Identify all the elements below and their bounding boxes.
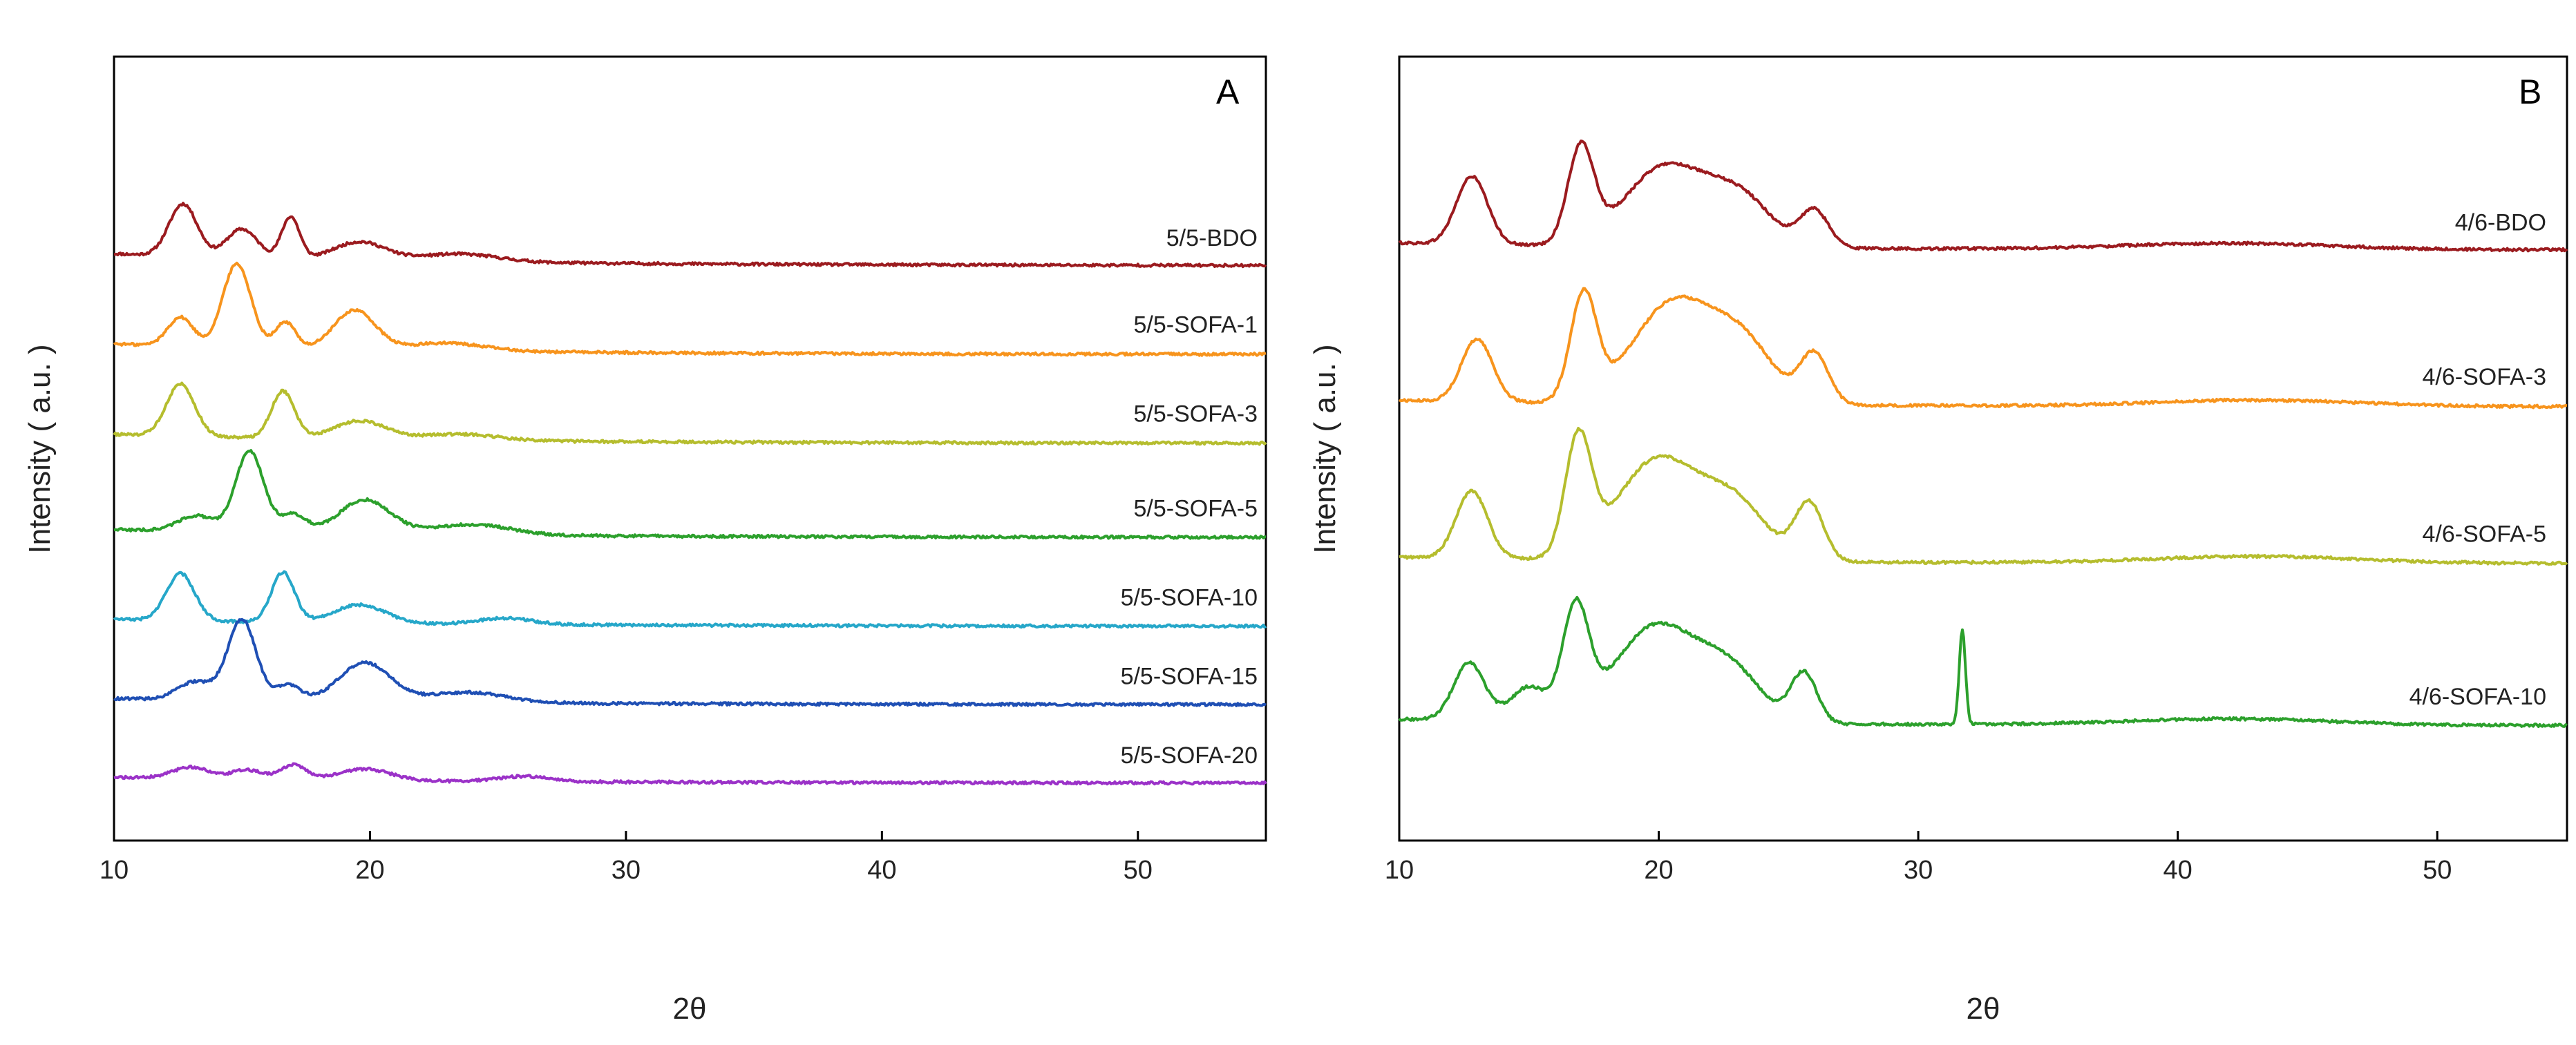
series-label: 5/5-BDO — [1166, 225, 1258, 251]
series-line — [1398, 140, 2568, 253]
panel-b: 4/6-BDO 4/6-SOFA-3 4/6-SOFA-5 4/6-SOFA-10 1… — [1308, 55, 2568, 1026]
x-tick-layer: 10 20 30 40 50 — [1385, 831, 2452, 885]
x-tick-label: 40 — [867, 856, 896, 885]
x-tick-label: 50 — [2423, 856, 2452, 885]
series-line — [113, 762, 1267, 786]
x-axis-label: 2θ — [673, 992, 707, 1026]
series-label: 4/6-BDO — [2455, 209, 2546, 236]
series-label: 4/6-SOFA-10 — [2409, 684, 2546, 710]
series-layer: 4/6-BDO 4/6-SOFA-3 4/6-SOFA-5 4/6-SOFA-10 — [1398, 140, 2568, 728]
panel-label: A — [1216, 73, 1240, 111]
series-label: 4/6-SOFA-5 — [2422, 521, 2546, 548]
series-label: 5/5-SOFA-5 — [1133, 495, 1258, 521]
x-tick-label: 10 — [1385, 856, 1414, 885]
x-tick-label: 30 — [1904, 856, 1933, 885]
series-line — [113, 617, 1267, 707]
series-label: 5/5-SOFA-20 — [1121, 742, 1258, 769]
plot-frame — [113, 55, 1267, 842]
panel-label: B — [2519, 73, 2541, 111]
series-line — [113, 261, 1267, 357]
x-tick-label: 10 — [100, 856, 129, 885]
plot-frame — [1398, 55, 2568, 842]
series-line — [113, 449, 1267, 540]
series-line — [1399, 427, 2568, 566]
series-line — [1398, 595, 2568, 728]
series-label: 5/5-SOFA-3 — [1133, 401, 1258, 428]
y-axis-label: Intensity ( a.u. ) — [23, 344, 57, 553]
panel-a: 5/5-BDO 5/5-SOFA-1 5/5-SOFA-3 5/5-SOFA-5 5/5… — [23, 55, 1267, 1026]
series-line — [113, 202, 1267, 269]
series-label: 5/5-SOFA-1 — [1133, 311, 1258, 338]
y-axis-label: Intensity ( a.u. ) — [1308, 344, 1342, 553]
x-tick-label: 20 — [1644, 856, 1673, 885]
series-layer: 5/5-BDO 5/5-SOFA-1 5/5-SOFA-3 5/5-SOFA-5 5/5… — [113, 202, 1267, 786]
x-tick-label: 40 — [2163, 856, 2193, 885]
x-tick-label: 50 — [1124, 856, 1153, 885]
series-line — [113, 381, 1267, 446]
x-tick-layer: 10 20 30 40 50 — [100, 831, 1153, 885]
series-line — [1398, 287, 2568, 410]
series-label: 5/5-SOFA-10 — [1121, 585, 1258, 611]
x-tick-label: 20 — [355, 856, 384, 885]
series-line — [113, 570, 1267, 629]
x-axis-label: 2θ — [1967, 992, 2000, 1026]
x-tick-label: 30 — [612, 856, 641, 885]
series-label: 4/6-SOFA-3 — [2422, 364, 2546, 390]
series-label: 5/5-SOFA-15 — [1121, 664, 1258, 690]
